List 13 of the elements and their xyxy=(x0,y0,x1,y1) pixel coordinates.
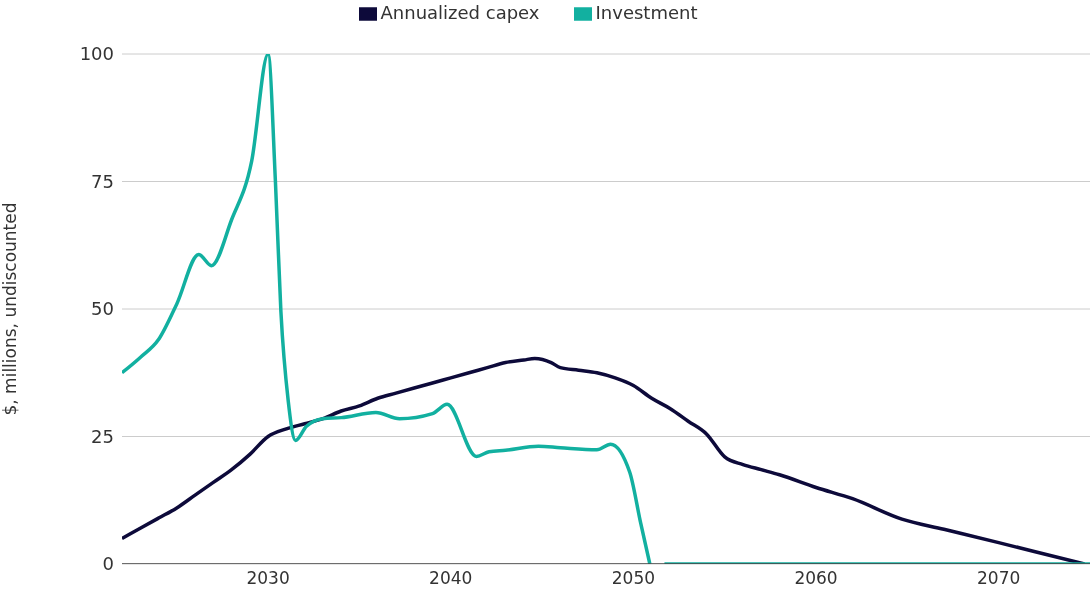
y-tick-label: 75 xyxy=(91,170,114,192)
x-tick-label: 2040 xyxy=(429,568,473,589)
legend-label: Annualized capex xyxy=(380,2,540,23)
y-tick-label: 50 xyxy=(91,298,114,320)
legend-label: Investment xyxy=(595,2,698,23)
x-tick-label: 2050 xyxy=(611,568,656,589)
x-tick-label: 2030 xyxy=(246,568,290,589)
y-axis-title: $, millions, undiscounted xyxy=(0,202,21,416)
y-tick-label: 100 xyxy=(79,43,114,65)
y-tick-label: 25 xyxy=(91,425,114,447)
x-tick-label: 2070 xyxy=(977,568,1021,589)
x-tick-label: 2060 xyxy=(794,568,838,589)
y-tick-label: 0 xyxy=(102,553,114,575)
